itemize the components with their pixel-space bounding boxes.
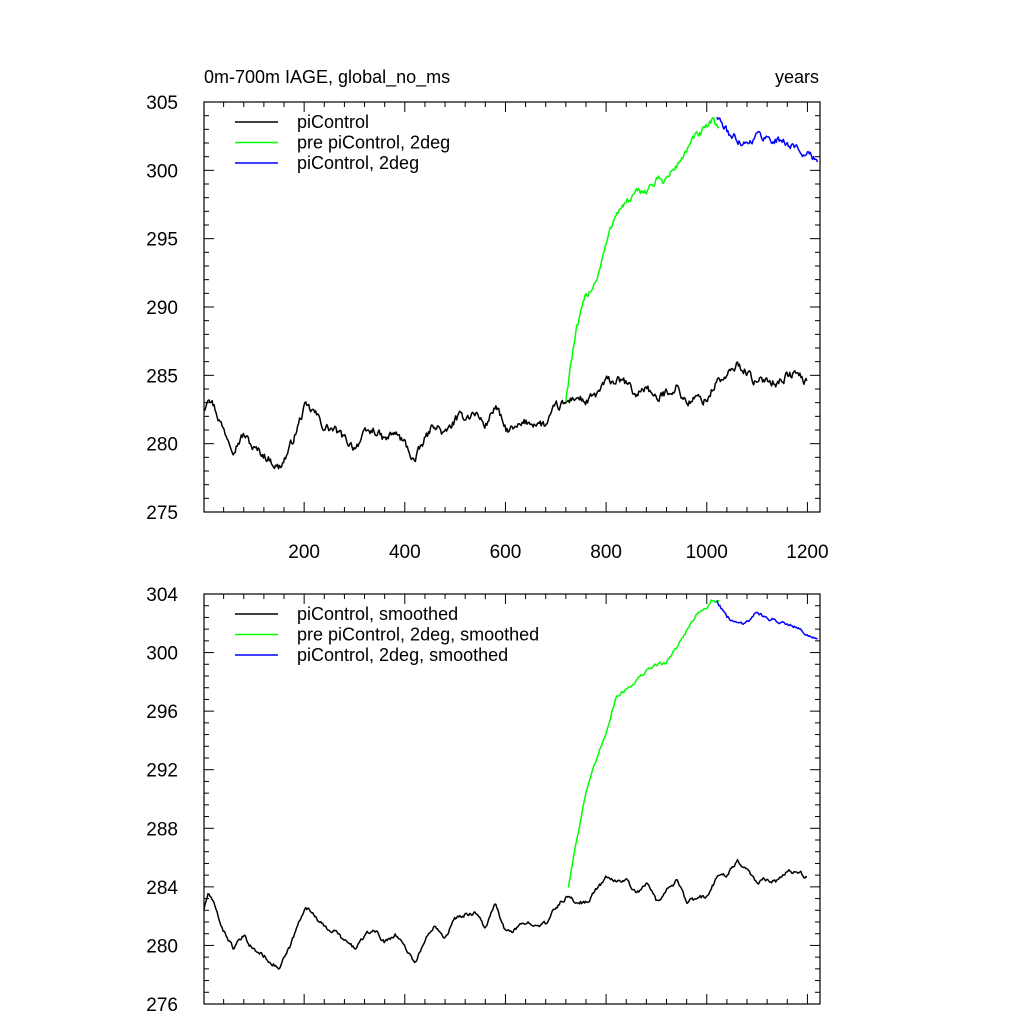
y-tick-label: 305 [146, 93, 178, 114]
y-tick-label: 295 [146, 230, 178, 251]
x-tick-label: 400 [389, 542, 421, 563]
units-label: years [775, 67, 819, 87]
y-tick-label: 300 [146, 644, 178, 665]
series-line [567, 599, 720, 888]
legend-label: piControl, smoothed [297, 604, 458, 624]
y-tick-label: 280 [146, 435, 178, 456]
x-tick-label: 200 [288, 542, 320, 563]
series-layer [203, 599, 818, 970]
y-tick-label: 280 [146, 936, 178, 957]
y-tick-label: 304 [146, 585, 178, 606]
legend-label: piControl, 2deg, smoothed [297, 645, 508, 665]
ticks-layer: 276 280 284 288 292 296 300 304 [146, 585, 820, 1016]
chart-title: 0m-700m IAGE, global_no_ms [204, 67, 450, 88]
y-tick-label: 275 [146, 503, 178, 524]
series-line [716, 600, 818, 640]
legend-label: piControl, 2deg [297, 153, 419, 173]
plot-frame [203, 593, 821, 1005]
top-panel: 0m-700m IAGE, global_no_ms years 2752802… [146, 67, 828, 563]
y-tick-label: 292 [146, 761, 178, 782]
series-line [716, 116, 819, 163]
series-line [565, 116, 720, 402]
ticks-layer: 275 280 285 290 295 300 305 200 400 600 800 1000 120… [146, 93, 828, 563]
x-tick-label: 800 [590, 542, 622, 563]
legend-label: pre piControl, 2deg [297, 133, 450, 153]
y-tick-label: 285 [146, 366, 178, 387]
x-tick-label: 1000 [686, 542, 728, 563]
y-tick-label: 300 [146, 161, 178, 182]
x-tick-label: 1200 [786, 542, 828, 563]
plot-frame [203, 101, 821, 513]
bottom-panel: 276 280 284 288 292 296 300 304 piControl, smoo… [146, 585, 821, 1016]
series-line [203, 858, 808, 970]
series-line [203, 361, 808, 470]
y-tick-label: 276 [146, 995, 178, 1016]
legend-label: pre piControl, 2deg, smoothed [297, 625, 539, 645]
y-tick-label: 290 [146, 298, 178, 319]
x-tick-label: 600 [490, 542, 522, 563]
y-tick-label: 296 [146, 702, 178, 723]
series-layer [203, 116, 819, 470]
y-tick-label: 284 [146, 878, 178, 899]
y-tick-label: 288 [146, 819, 178, 840]
legend-label: piControl [297, 112, 369, 132]
